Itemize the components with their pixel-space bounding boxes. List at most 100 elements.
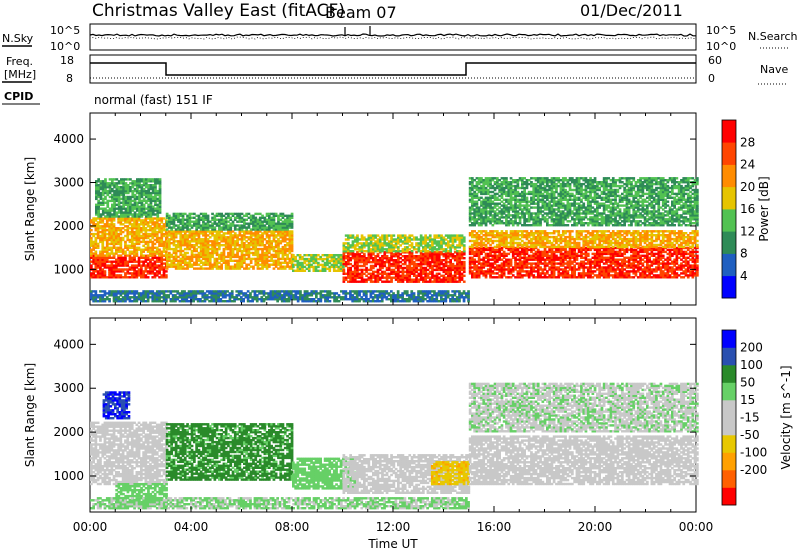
heat-cell: [115, 227, 118, 230]
heat-cell: [451, 255, 455, 258]
heat-cell: [422, 253, 425, 256]
heat-cell: [155, 225, 159, 228]
heat-cell: [142, 197, 146, 201]
heat-cell: [332, 254, 336, 257]
heat-cell: [103, 262, 107, 265]
heat-cell: [149, 187, 153, 191]
heat-cell: [342, 262, 346, 266]
heat-cell: [431, 259, 434, 262]
heat-cell: [97, 193, 100, 197]
heat-cell: [181, 230, 185, 233]
heat-cell: [229, 240, 233, 243]
heat-cell: [270, 244, 273, 247]
heat-cell: [268, 247, 271, 251]
heat-cell: [247, 247, 251, 251]
heat-cell: [559, 272, 563, 275]
heat-cell: [279, 267, 283, 270]
heat-cell: [437, 236, 441, 239]
heat-cell: [473, 260, 476, 263]
heat-cell: [360, 234, 364, 237]
heat-cell: [397, 234, 400, 237]
heat-cell: [208, 232, 212, 235]
heat-cell: [168, 255, 171, 259]
heat-cell: [376, 278, 380, 281]
heat-cell: [365, 266, 368, 270]
heat-cell: [177, 249, 180, 253]
heat-cell: [172, 261, 176, 264]
heat-cell: [233, 224, 237, 227]
heat-cell: [202, 245, 205, 249]
heat-cell: [437, 280, 441, 283]
heat-cell: [385, 244, 389, 247]
heat-cell: [468, 272, 472, 275]
heat-cell: [206, 240, 210, 243]
heat-cell: [135, 217, 139, 220]
heat-cell: [227, 216, 230, 219]
heat-cell: [133, 193, 137, 197]
heat-cell: [144, 254, 148, 257]
heat-cell: [263, 232, 267, 235]
heat-cell: [252, 251, 255, 255]
heat-cell: [516, 276, 520, 279]
heat-cell: [353, 276, 357, 279]
heat-cell: [243, 259, 246, 262]
heat-cell: [153, 232, 157, 236]
heat-cell: [153, 250, 157, 253]
heat-cell: [158, 219, 161, 222]
heat-cell: [283, 257, 287, 261]
heat-cell: [96, 260, 100, 263]
heat-cell: [174, 216, 178, 219]
heat-cell: [473, 272, 476, 275]
heat-cell: [369, 250, 373, 253]
heat-cell: [390, 250, 393, 253]
heat-cell: [392, 234, 396, 237]
heat-cell: [397, 242, 400, 245]
heat-cell: [307, 263, 311, 267]
heat-cell: [408, 266, 412, 270]
heat-cell: [385, 268, 389, 272]
heat-cell: [288, 245, 292, 249]
heat-cell: [227, 259, 230, 262]
heat-cell: [188, 259, 192, 262]
heat-cell: [95, 184, 98, 187]
heat-cell: [199, 228, 203, 231]
heat-cell: [147, 213, 150, 216]
heat-cell: [99, 276, 102, 279]
heat-cell: [372, 253, 375, 256]
heat-cell: [156, 207, 160, 210]
heat-cell: [296, 269, 300, 272]
heat-cell: [208, 240, 212, 243]
heat-cell: [131, 180, 135, 183]
heat-cell: [136, 205, 139, 208]
heat-cell: [117, 217, 120, 220]
heat-cell: [353, 253, 357, 256]
heat-cell: [204, 214, 208, 217]
heat-cell: [367, 242, 371, 245]
heat-cell: [97, 211, 100, 214]
heat-cell: [96, 242, 100, 246]
heat-cell: [215, 218, 219, 221]
heat-cell: [410, 266, 414, 270]
heat-cell: [188, 245, 192, 249]
heat-cell: [365, 240, 368, 243]
heat-cell: [339, 261, 343, 265]
heat-cell: [406, 238, 409, 241]
heat-cell: [204, 247, 208, 251]
heat-cell: [473, 274, 476, 277]
heat-cell: [394, 238, 398, 241]
heat-cell: [447, 257, 450, 260]
heat-cell: [124, 217, 127, 220]
heat-cell: [484, 276, 488, 279]
heat-cell: [270, 222, 273, 225]
heat-cell: [643, 266, 647, 269]
heat-cell: [516, 248, 520, 252]
heat-cell: [406, 280, 409, 283]
heat-cell: [442, 264, 446, 268]
heat-cell: [208, 244, 212, 247]
heat-cell: [270, 253, 273, 257]
heat-cell: [353, 248, 357, 251]
heat-cell: [240, 259, 244, 262]
heat-cell: [120, 191, 123, 195]
heat-cell: [162, 246, 166, 249]
heat-cell: [390, 264, 393, 268]
